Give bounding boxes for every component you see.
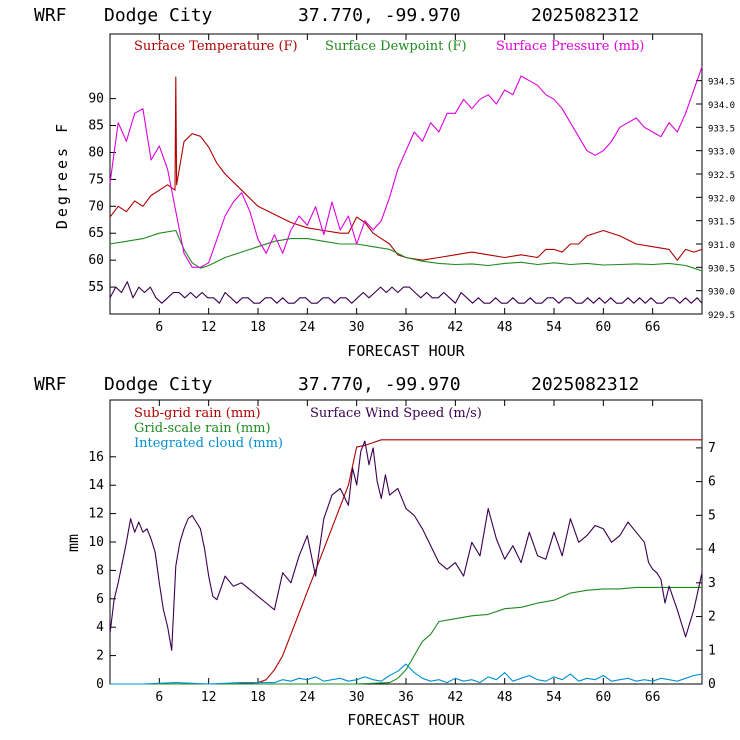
top-y-tick-label: 65 — [88, 226, 104, 241]
bottom-y-tick-label: 16 — [88, 450, 104, 465]
bottom-series-surface-wind-speed-m-s — [109, 440, 703, 651]
bottom-right-tick-label: 3 — [708, 576, 716, 591]
bottom-x-tick-label: 6 — [155, 690, 163, 705]
bottom-x-tick-label: 24 — [300, 690, 316, 705]
bottom-y-tick-label: 2 — [96, 649, 104, 664]
bottom-y-tick-label: 0 — [96, 677, 104, 692]
top-x-tick-label: 60 — [596, 320, 612, 335]
top-legend: Surface Temperature (F) Surface Dewpoint… — [134, 39, 644, 54]
legend-surface-dewpoint: Surface Dewpoint (F) — [325, 39, 467, 54]
top-run-label: 2025082312 — [531, 5, 639, 26]
bottom-header: WRF Dodge City 37.770, -99.970 202508231… — [34, 374, 639, 395]
bottom-right-tick-label: 4 — [708, 542, 716, 557]
top-series-surface-temperature-f — [109, 76, 703, 261]
bottom-right-tick-label: 6 — [708, 475, 716, 490]
top-station-label: Dodge City — [104, 5, 213, 26]
top-right-tick-label: 933.5 — [708, 124, 735, 134]
legend-surface-temperature: Surface Temperature (F) — [134, 39, 298, 54]
bottom-y-tick-label: 4 — [96, 620, 104, 635]
top-right-tick-label: 929.5 — [708, 311, 735, 321]
top-right-tick-label: 930.5 — [708, 264, 735, 274]
top-x-tick-label: 12 — [201, 320, 217, 335]
top-right-tick-label: 932.0 — [708, 194, 735, 204]
bottom-y-tick-label: 12 — [88, 507, 104, 522]
top-x-axis-label: FORECAST HOUR — [347, 342, 465, 360]
top-plot-frame — [109, 33, 703, 315]
top-x-tick-label: 42 — [448, 320, 464, 335]
bottom-y-tick-label: 14 — [88, 478, 104, 493]
top-right-tick-label: 934.0 — [708, 101, 735, 111]
bottom-coords-label: 37.770, -99.970 — [298, 374, 461, 395]
top-right-tick-label: 931.5 — [708, 218, 735, 228]
top-coords-label: 37.770, -99.970 — [298, 5, 461, 26]
top-y-tick-label: 55 — [88, 280, 104, 295]
top-model-label: WRF — [34, 5, 67, 26]
bottom-model-label: WRF — [34, 374, 67, 395]
bottom-y-tick-label: 6 — [96, 592, 104, 607]
top-y-tick-label: 75 — [88, 172, 104, 187]
top-y-tick-label: 90 — [88, 92, 104, 107]
top-x-tick-label: 36 — [398, 320, 414, 335]
top-chart-panel: 6 12 18 24 30 36 42 48 54 60 66 55 60 65 70 75 80 85 90 929… — [88, 33, 735, 335]
bottom-x-tick-label: 42 — [448, 690, 464, 705]
bottom-right-tick-label: 5 — [708, 508, 716, 523]
top-y-tick-label: 70 — [88, 199, 104, 214]
legend-gridscale-rain: Grid-scale rain (mm) — [134, 421, 271, 436]
top-y-axis-label: Degrees F — [53, 121, 71, 229]
top-x-tick-label: 18 — [250, 320, 266, 335]
bottom-x-tick-label: 60 — [596, 690, 612, 705]
bottom-right-tick-label: 7 — [708, 441, 716, 456]
bottom-x-tick-label: 48 — [497, 690, 513, 705]
legend-subgrid-rain: Sub-grid rain (mm) — [134, 406, 261, 421]
bottom-right-tick-label: 1 — [708, 643, 716, 658]
bottom-x-tick-label: 54 — [546, 690, 562, 705]
bottom-y-axis-label: mm — [64, 534, 82, 552]
top-y-tick-label: 85 — [88, 119, 104, 134]
bottom-chart-panel: 6 12 18 24 30 36 42 48 54 60 660246810121416012345… — [88, 399, 716, 705]
top-y-tick-label: 60 — [88, 253, 104, 268]
top-right-tick-label: 934.5 — [708, 78, 735, 88]
top-series-surface-pressure-mb — [109, 66, 703, 268]
bottom-y-tick-label: 10 — [88, 535, 104, 550]
bottom-series-grid-scale-rain-mm — [110, 586, 702, 685]
top-series-surface-wind — [109, 281, 703, 304]
legend-surface-wind-speed: Surface Wind Speed (m/s) — [310, 406, 482, 421]
legend-surface-pressure: Surface Pressure (mb) — [496, 39, 644, 54]
bottom-series-integrated-cloud-mm — [110, 663, 703, 685]
top-x-tick-label: 66 — [645, 320, 661, 335]
bottom-x-tick-label: 66 — [645, 690, 661, 705]
bottom-legend: Sub-grid rain (mm) Grid-scale rain (mm) … — [134, 406, 482, 451]
top-right-tick-label: 933.0 — [708, 148, 735, 158]
top-x-tick-label: 54 — [546, 320, 562, 335]
bottom-x-axis-label: FORECAST HOUR — [347, 711, 465, 729]
bottom-x-tick-label: 30 — [349, 690, 365, 705]
top-x-tick-label: 30 — [349, 320, 365, 335]
top-x-tick-label: 24 — [300, 320, 316, 335]
bottom-right-tick-label: 2 — [708, 610, 716, 625]
top-right-tick-label: 931.0 — [708, 241, 735, 251]
top-series-surface-dewpoint-f — [109, 229, 703, 272]
top-right-tick-label: 932.5 — [708, 171, 735, 181]
bottom-right-tick-label: 0 — [708, 677, 716, 692]
legend-integrated-cloud: Integrated cloud (mm) — [134, 436, 283, 451]
bottom-run-label: 2025082312 — [531, 374, 639, 395]
bottom-station-label: Dodge City — [104, 374, 213, 395]
top-x-tick-label: 48 — [497, 320, 513, 335]
top-right-tick-label: 930.0 — [708, 288, 735, 298]
top-header: WRF Dodge City 37.770, -99.970 202508231… — [34, 5, 639, 26]
bottom-x-tick-label: 36 — [398, 690, 414, 705]
bottom-x-tick-label: 18 — [250, 690, 266, 705]
top-x-tick-label: 6 — [155, 320, 163, 335]
bottom-x-tick-label: 12 — [201, 690, 217, 705]
bottom-y-tick-label: 8 — [96, 563, 104, 578]
top-y-tick-label: 80 — [88, 145, 104, 160]
bottom-series-sub-grid-rain-mm — [110, 439, 702, 685]
